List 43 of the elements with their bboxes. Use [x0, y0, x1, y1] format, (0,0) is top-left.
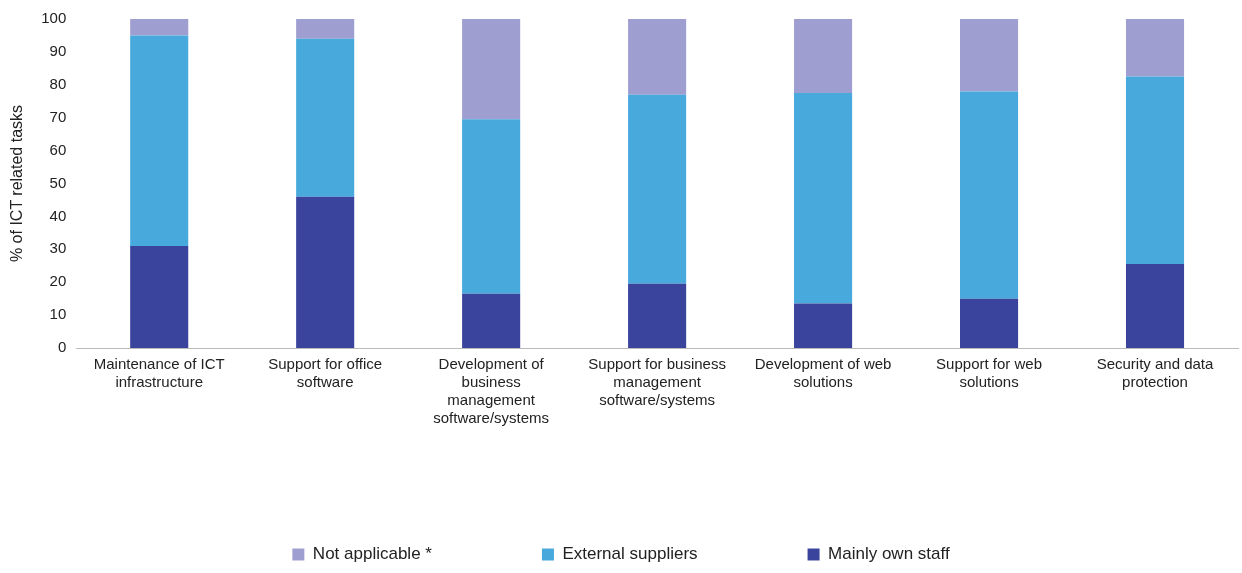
- bar: [130, 246, 189, 348]
- bar: [296, 38, 355, 197]
- x-tick-label: Security and data protection: [1096, 355, 1215, 391]
- bar: [296, 19, 355, 39]
- y-axis-title: % of ICT related tasks: [8, 104, 26, 263]
- bar: [462, 119, 521, 294]
- x-tick-label: Support for business management software/systems: [588, 355, 726, 409]
- bar: [628, 283, 687, 348]
- y-tick-label: 10: [49, 305, 67, 323]
- y-tick-label: 20: [49, 272, 67, 290]
- x-tick-label: Development of web solutions: [754, 355, 892, 391]
- bar: [130, 35, 189, 247]
- bar: [960, 298, 1019, 348]
- y-tick-label: 0: [57, 338, 67, 356]
- legend-label: Mainly own staff: [828, 544, 950, 564]
- bar: [794, 303, 853, 348]
- x-tick-label: Maintenance of ICT infrastructure: [93, 355, 225, 391]
- y-tick-label: 100: [41, 9, 67, 27]
- y-tick-label: 40: [49, 206, 67, 224]
- bar: [1125, 76, 1185, 265]
- bar: [296, 196, 355, 348]
- bar: [628, 94, 687, 284]
- x-tick-label: Support for office software: [268, 355, 383, 391]
- bar: [628, 19, 687, 95]
- legend-label: External suppliers: [562, 544, 698, 564]
- legend-label: Not applicable *: [312, 544, 433, 564]
- y-tick-label: 60: [49, 140, 67, 158]
- bar: [462, 293, 521, 348]
- bar: [1125, 19, 1185, 77]
- bar: [794, 19, 853, 94]
- y-tick-label: 50: [49, 173, 67, 191]
- bar: [960, 19, 1019, 92]
- x-tick-label: Development of business management software/systems: [433, 355, 550, 427]
- bar: [960, 91, 1019, 299]
- bar: [462, 19, 521, 120]
- bar: [794, 93, 853, 304]
- y-tick-label: 70: [49, 107, 67, 125]
- y-tick-label: 80: [49, 74, 67, 92]
- y-tick-label: 90: [49, 42, 67, 60]
- bar: [1125, 264, 1185, 348]
- y-tick-label: 30: [49, 239, 67, 257]
- x-tick-label: Support for web solutions: [936, 355, 1042, 391]
- bar: [130, 19, 189, 36]
